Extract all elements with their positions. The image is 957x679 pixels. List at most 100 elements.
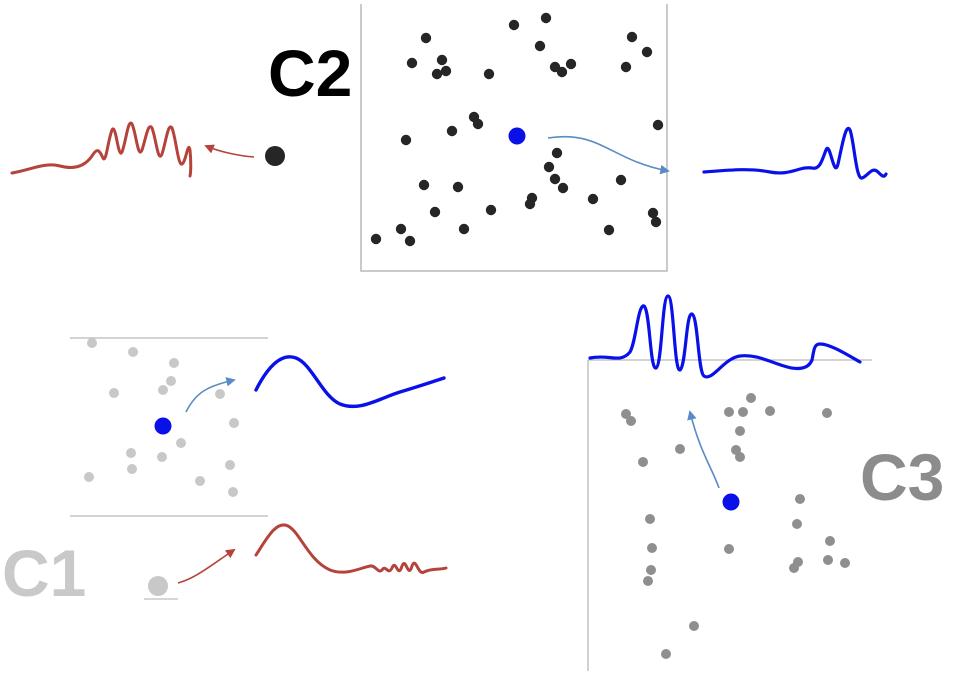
c2-panel: C2	[10, 4, 888, 272]
c1-blue-arrow	[185, 377, 236, 413]
c2-dot	[436, 54, 448, 66]
c2-dot	[620, 61, 632, 73]
c1-dot	[176, 438, 186, 448]
c1-dot	[109, 388, 119, 398]
c1-dot	[127, 464, 137, 474]
c3-dot	[724, 544, 734, 554]
c3-dot	[825, 536, 835, 546]
c3-label: C3	[860, 440, 944, 514]
c1-dot	[229, 418, 239, 428]
c2-dot	[557, 182, 569, 194]
c2-dot	[485, 204, 497, 216]
c3-dot	[621, 409, 631, 419]
c2-dot	[370, 233, 382, 245]
c2-dot	[458, 223, 470, 235]
c1-blue-waveform	[254, 355, 446, 409]
c2-dot	[565, 58, 577, 70]
c1-red-waveform	[254, 523, 448, 574]
c3-dot	[626, 416, 636, 426]
c1-panel: C1	[2, 337, 448, 610]
c2-red-waveform	[10, 121, 193, 178]
c1-dot	[126, 448, 136, 458]
c2-dot	[647, 207, 659, 219]
c3-dot	[823, 555, 833, 565]
c2-dot	[652, 119, 664, 131]
c2-dot	[406, 57, 418, 69]
c3-dot	[738, 407, 748, 417]
c3-dot	[643, 576, 653, 586]
c3-dot	[795, 494, 805, 504]
c2-receiver-dot	[265, 146, 285, 166]
c2-scatter-dots	[370, 12, 664, 247]
c1-dot	[158, 385, 168, 395]
c2-dot	[549, 173, 561, 185]
c3-blue-arrow	[687, 410, 720, 489]
c2-dot	[650, 216, 662, 228]
c2-dot	[587, 193, 599, 205]
c1-label: C1	[2, 536, 86, 610]
c3-dot	[822, 408, 832, 418]
c2-frame	[360, 4, 668, 272]
c1-dot	[228, 487, 238, 497]
c1-dot	[169, 358, 179, 368]
c2-dot	[472, 118, 484, 130]
c3-scatter-dots	[621, 393, 850, 659]
c2-dot	[483, 68, 495, 80]
c2-dot	[446, 125, 458, 137]
c1-dot	[166, 376, 176, 386]
c3-dot	[735, 426, 745, 436]
c2-dot	[452, 181, 464, 193]
c2-dot	[524, 198, 536, 210]
c1-dot	[225, 460, 235, 470]
c2-dot	[508, 19, 520, 31]
c3-dot	[792, 519, 802, 529]
c2-dot	[404, 235, 416, 247]
c3-dot	[746, 393, 756, 403]
c2-source-dot	[508, 127, 526, 145]
c1-source-dot	[154, 417, 172, 435]
c3-dot	[724, 407, 734, 417]
c2-dot	[551, 147, 563, 159]
c2-red-arrow	[204, 144, 255, 158]
c2-dot	[641, 46, 653, 58]
c3-blue-waveform	[588, 294, 862, 379]
c2-dot	[431, 68, 443, 80]
c2-dot	[556, 66, 568, 78]
c3-dot	[840, 558, 850, 568]
c2-label: C2	[268, 36, 352, 110]
c3-dot	[675, 444, 685, 454]
c1-red-arrow	[177, 548, 236, 584]
c2-dot	[395, 223, 407, 235]
c1-dot	[215, 389, 225, 399]
c2-dot	[626, 31, 638, 43]
c2-blue-waveform	[702, 126, 888, 180]
c3-dot	[645, 514, 655, 524]
c1-dot	[87, 338, 97, 348]
c3-panel: C3	[587, 294, 944, 671]
c3-dot	[638, 457, 648, 467]
c1-dot	[128, 347, 138, 357]
c2-dot	[429, 206, 441, 218]
c1-receiver-dot	[148, 576, 168, 596]
c2-dot	[440, 65, 452, 77]
c3-source-dot	[722, 493, 740, 511]
c2-dot	[420, 32, 432, 44]
c1-scatter-dots	[84, 338, 239, 497]
c3-dot	[765, 406, 775, 416]
c3-dot	[789, 563, 799, 573]
c3-dot	[661, 649, 671, 659]
c3-dot	[646, 565, 656, 575]
c1-dot	[195, 476, 205, 486]
c2-dot	[615, 174, 627, 186]
c3-dot	[689, 621, 699, 631]
c3-dot	[647, 543, 657, 553]
c2-dot	[543, 161, 555, 173]
c1-dot	[84, 472, 94, 482]
c2-blue-arrow	[547, 135, 670, 175]
c2-dot	[603, 224, 615, 236]
c1-dot	[157, 452, 167, 462]
c3-dot	[735, 452, 745, 462]
c2-dot	[400, 134, 412, 146]
c2-dot	[534, 40, 546, 52]
